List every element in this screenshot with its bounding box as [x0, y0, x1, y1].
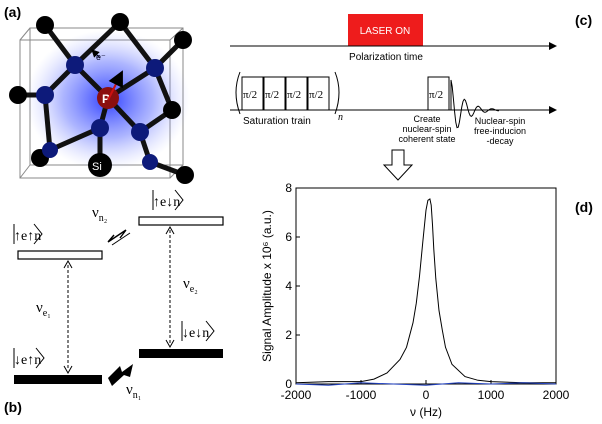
transition-n1-arrow [108, 364, 133, 386]
svg-text:coherent state: coherent state [398, 134, 455, 144]
x-axis: -2000 -1000 0 1000 2000 [281, 380, 570, 402]
panel-b-energy-levels: (b) ↑e↑n ↑e↓n ↓e↑n ↓e↓n νe₁ νe₂ νn₂ νn₁ [4, 189, 224, 415]
nu-n2: νn₂ [92, 205, 107, 224]
series-layer [295, 198, 557, 386]
electron-label: e⁻ [96, 52, 106, 62]
ket-up-up: ↑e↑n [14, 229, 41, 244]
y-axis: 0 2 4 6 8 [285, 181, 300, 391]
saturation-pulses [241, 76, 330, 111]
x-axis-label: ν (Hz) [410, 405, 442, 419]
panel-c-pulse-sequence: (c) LASER ON Polarization time π/2 π/2 π… [230, 12, 592, 181]
y-axis-label: Signal Amplitude x 10⁶ (a.u.) [260, 210, 274, 362]
readout-pulse-label: π/2 [429, 89, 443, 101]
laser-on-label: LASER ON [360, 26, 411, 37]
pulse-label-4: π/2 [309, 89, 323, 101]
spin-arrow [107, 70, 123, 101]
transition-n2-arrow [107, 229, 127, 243]
ket-down-down: ↓e↓n [182, 326, 209, 341]
svg-text:Nuclear-spin: Nuclear-spin [475, 116, 526, 126]
level-up-down [138, 216, 224, 226]
pulse-label-2: π/2 [265, 89, 279, 101]
level-up-up [17, 250, 103, 260]
nu-e2: νe₂ [183, 276, 198, 295]
panel-d-label: (d) [575, 199, 593, 215]
down-arrow-icon [382, 149, 414, 181]
n-subscript: n [338, 112, 343, 123]
p-label: P [102, 92, 110, 106]
nu-e1: νe₁ [36, 300, 51, 319]
x-tick-label: -1000 [346, 388, 377, 402]
y-tick-label: 6 [285, 230, 292, 244]
laser-on-block [348, 14, 423, 46]
readout-pulse [427, 76, 450, 111]
pulse-labels: π/2 π/2 π/2 π/2 [243, 89, 323, 101]
panel-b-label: (b) [4, 399, 22, 415]
si-atoms-blue [36, 56, 164, 170]
x-tick-label: 0 [423, 388, 430, 402]
panel-a-label: (a) [4, 4, 21, 20]
svg-text:-decay: -decay [486, 136, 514, 146]
panel-a-crystal: (a) [4, 4, 194, 184]
panel-d-chart: (d) 0 2 4 6 8 -2000 -1000 0 1000 2000 ν (Hz) Sig… [260, 181, 593, 419]
x-tick-label: 2000 [543, 388, 570, 402]
plot-frame [295, 187, 557, 385]
ket-down-up: ↓e↑n [14, 353, 41, 368]
x-tick-label: 1000 [478, 388, 505, 402]
svg-text:free-inducion: free-inducion [474, 126, 526, 136]
y-tick-label: 2 [285, 328, 292, 342]
electron-arrow [91, 49, 101, 59]
svg-text:nuclear-spin: nuclear-spin [402, 124, 451, 134]
panel-c-label: (c) [575, 12, 592, 28]
si-atoms [9, 13, 194, 184]
saturation-train-label: Saturation train [243, 116, 311, 127]
state-kets: ↑e↑n ↑e↓n ↓e↑n ↓e↓n [13, 189, 215, 369]
polarization-time-label: Polarization time [349, 52, 423, 63]
y-tick-label: 4 [285, 279, 292, 293]
pulse-label-3: π/2 [287, 89, 301, 101]
series-line-signal [295, 198, 556, 384]
pulse-label-1: π/2 [243, 89, 257, 101]
svg-text:Create: Create [413, 114, 440, 124]
saturation-bracket-left [235, 71, 241, 115]
fid-label: Nuclear-spin free-inducion -decay [474, 116, 526, 146]
fid-trace [450, 79, 500, 129]
level-down-up [14, 375, 102, 384]
saturation-bracket-right [334, 71, 340, 115]
series-line-baseline [295, 382, 557, 386]
level-down-down [139, 349, 223, 358]
create-state-label: Create nuclear-spin coherent state [398, 114, 455, 144]
x-tick-label: -2000 [281, 388, 312, 402]
nu-n1: νn₁ [126, 382, 141, 401]
ket-up-down: ↑e↓n [153, 195, 180, 210]
y-tick-label: 0 [285, 377, 292, 391]
y-tick-label: 8 [285, 181, 292, 195]
si-label: Si [92, 161, 102, 173]
